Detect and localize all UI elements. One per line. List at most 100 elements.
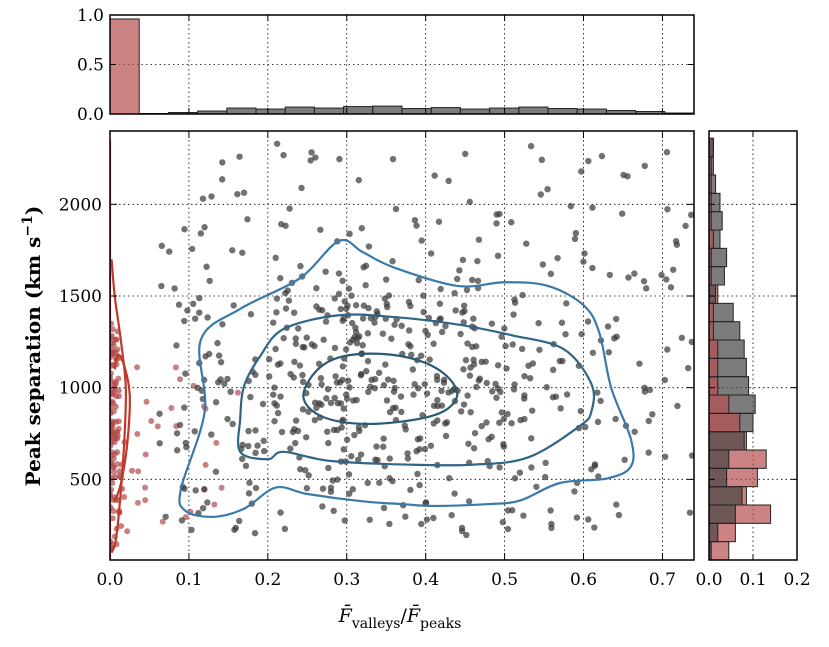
y-tick-label: 0.5	[77, 56, 104, 76]
x-tick-label: 0.1	[175, 570, 202, 590]
scatter-point-black	[612, 415, 619, 423]
scatter-point-black	[457, 330, 464, 338]
scatter-point-black	[687, 211, 694, 219]
scatter-point-black	[197, 230, 205, 237]
scatter-point-black	[174, 447, 181, 454]
scatter-point-black	[340, 405, 347, 412]
scatter-point-black	[281, 525, 289, 533]
scatter-point-black	[641, 162, 648, 170]
scatter-point-black	[274, 409, 282, 417]
scatter-point-red	[110, 422, 115, 429]
scatter-point-black	[191, 428, 198, 435]
right-histogram-ticks: 0.0 0.1 0.2	[695, 131, 811, 590]
scatter-point-black	[434, 396, 441, 404]
scatter-point-black	[489, 388, 496, 395]
scatter-point-black	[406, 327, 413, 334]
scatter-point-black	[483, 379, 490, 387]
scatter-point-red	[143, 398, 150, 405]
scatter-point-black	[667, 284, 675, 291]
scatter-point-black	[355, 176, 363, 184]
scatter-point-black	[363, 367, 370, 375]
scatter-point-black	[438, 328, 446, 336]
scatter-point-black	[688, 338, 694, 346]
scatter-point-black	[350, 397, 357, 404]
scatter-point-black	[322, 268, 329, 275]
scatter-point-red	[115, 418, 122, 425]
scatter-point-black	[359, 342, 366, 349]
scatter-point-black	[410, 391, 417, 398]
scatter-point-red	[159, 518, 166, 525]
scatter-point-black	[319, 485, 327, 492]
scatter-point-black	[355, 456, 362, 463]
scatter-point-black	[292, 439, 299, 447]
scatter-point-black	[365, 304, 372, 312]
scatter-point-black	[203, 263, 210, 270]
scatter-point-black	[417, 352, 425, 359]
scatter-point-black	[299, 406, 307, 413]
scatter-point-black	[518, 345, 526, 353]
scatter-point-black	[252, 427, 259, 434]
scatter-point-red	[234, 389, 241, 396]
scatter-point-black	[278, 428, 286, 436]
scatter-point-black	[188, 245, 196, 253]
scatter-point-black	[672, 237, 680, 245]
x-tick-label: 0.0	[695, 570, 722, 590]
scatter-point-black	[516, 469, 524, 476]
scatter-point-red	[110, 326, 116, 333]
top-histogram-ticks: 0.0 0.5 1.0	[77, 6, 694, 125]
scatter-point-black	[519, 291, 526, 299]
scatter-point-black	[511, 381, 518, 388]
histogram-bar	[708, 522, 719, 543]
scatter-point-black	[303, 484, 311, 492]
scatter-point-black	[460, 319, 467, 326]
scatter-point-black	[585, 157, 592, 165]
scatter-point-black	[302, 434, 310, 441]
scatter-point-black	[423, 516, 431, 523]
main-frame	[109, 130, 695, 561]
scatter-point-black	[598, 152, 606, 160]
scatter-point-black	[313, 404, 320, 412]
scatter-point-black	[640, 278, 648, 285]
scatter-point-black	[219, 321, 226, 328]
scatter-point-black	[339, 277, 346, 285]
scatter-point-red	[110, 340, 116, 347]
scatter-point-black	[584, 318, 592, 325]
scatter-point-black	[404, 455, 412, 462]
scatter-point-black	[521, 395, 528, 402]
scatter-point-red	[154, 423, 161, 430]
scatter-point-black	[459, 309, 466, 316]
scatter-point-black	[305, 472, 312, 479]
scatter-point-black	[649, 411, 656, 418]
scatter-point-black	[373, 308, 380, 315]
scatter-point-black	[349, 336, 356, 344]
scatter-point-black	[682, 222, 689, 230]
scatter-point-black	[234, 190, 241, 198]
scatter-point-black	[588, 466, 595, 473]
scatter-point-black	[345, 285, 353, 292]
right-histogram-bars	[708, 137, 772, 561]
scatter-point-black	[175, 301, 183, 308]
scatter-point-black	[558, 319, 566, 326]
scatter-point-black	[466, 372, 474, 379]
scatter-point-black	[380, 382, 388, 389]
scatter-point-black	[327, 484, 335, 491]
scatter-point-black	[245, 442, 252, 450]
scatter-point-red	[111, 383, 118, 390]
scatter-point-black	[604, 323, 612, 330]
scatter-point-black	[260, 437, 267, 445]
scatter-point-black	[470, 356, 477, 364]
scatter-point-black	[348, 319, 356, 327]
scatter-point-black	[494, 385, 502, 392]
scatter-point-black	[621, 456, 628, 464]
scatter-point-black	[325, 439, 332, 447]
histogram-bar	[343, 106, 374, 115]
scatter-point-black	[591, 461, 599, 468]
scatter-point-black	[252, 371, 259, 378]
scatter-point-black	[520, 512, 527, 519]
scatter-point-red	[115, 393, 122, 400]
scatter-point-black	[416, 435, 424, 442]
scatter-point-black	[468, 276, 476, 284]
scatter-point-black	[411, 216, 419, 224]
scatter-point-red	[134, 430, 141, 437]
scatter-point-black	[511, 475, 519, 482]
